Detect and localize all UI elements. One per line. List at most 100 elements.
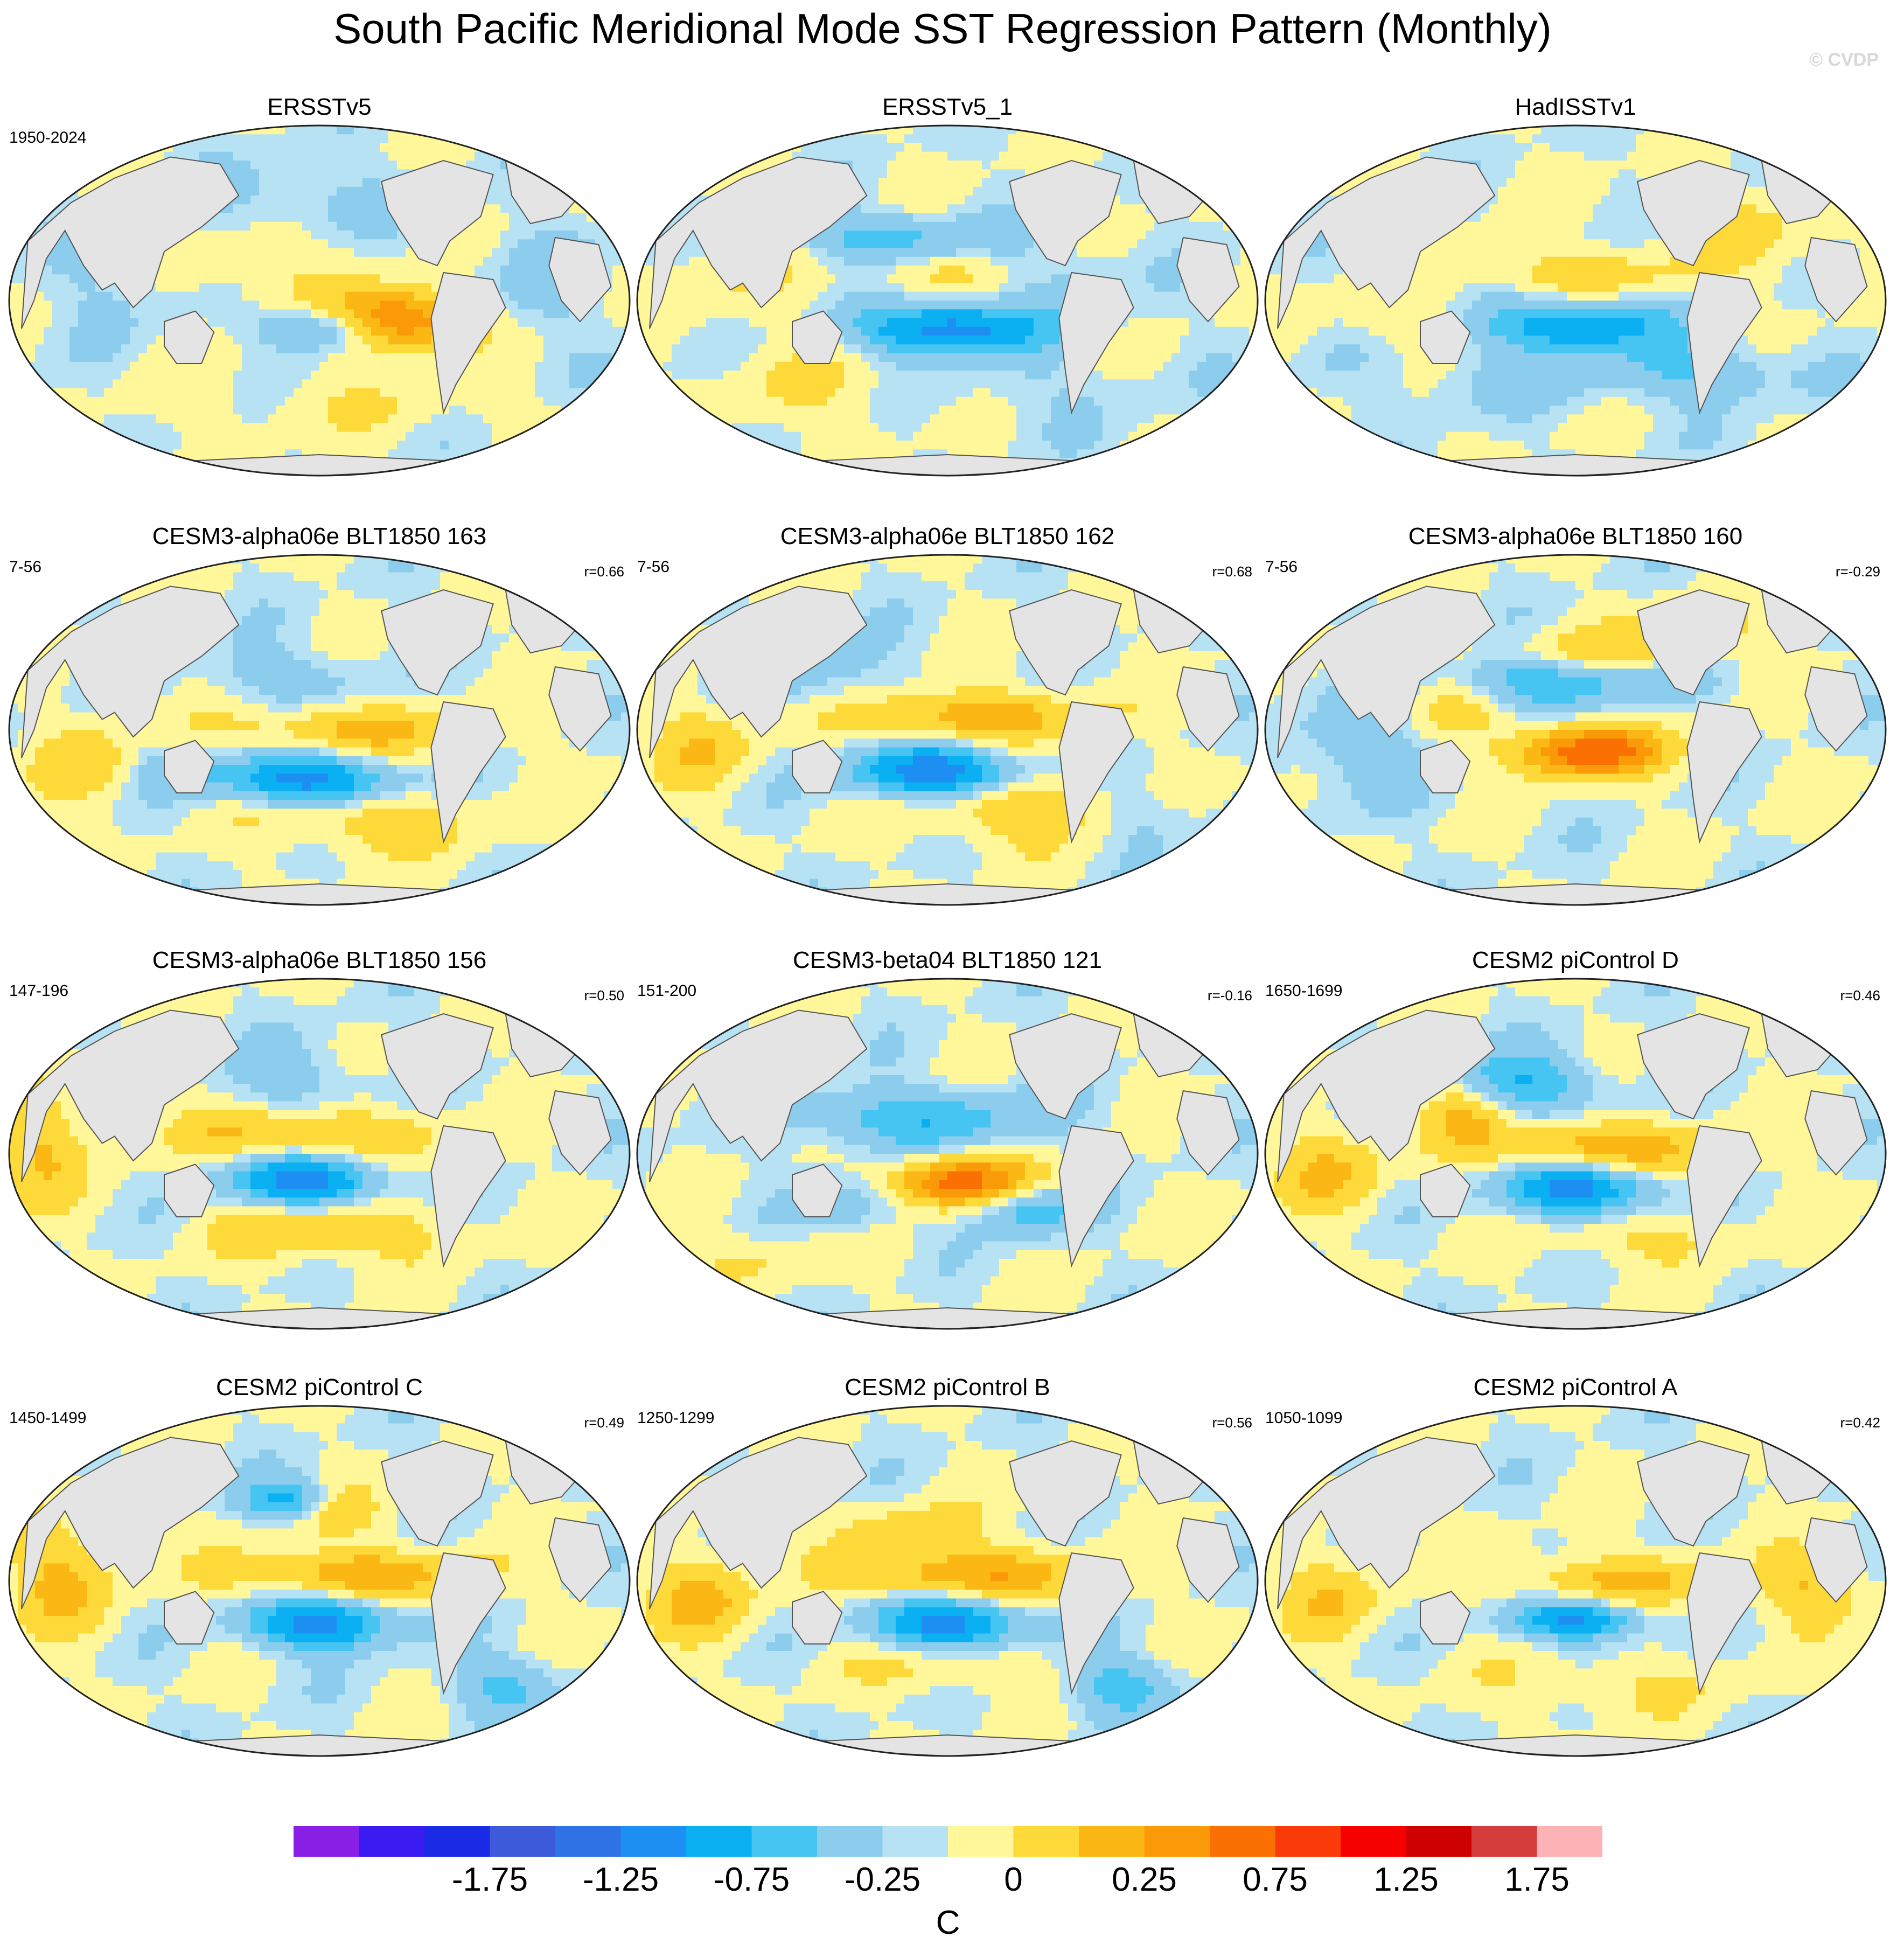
- sst-cell: [861, 309, 870, 319]
- sst-cell: [999, 441, 1008, 450]
- sst-cell: [621, 248, 630, 257]
- sst-cell: [844, 388, 853, 398]
- sst-cell: [741, 406, 750, 415]
- sst-cell: [604, 336, 613, 345]
- sst-cell: [784, 423, 793, 433]
- sst-cell: [870, 353, 879, 363]
- sst-cell: [1025, 449, 1034, 459]
- sst-cell: [604, 423, 613, 433]
- sst-cell: [595, 126, 604, 135]
- sst-cell: [913, 283, 922, 292]
- sst-cell: [637, 431, 646, 441]
- sst-cell: [500, 283, 510, 292]
- sst-cell: [268, 248, 277, 257]
- sst-cell: [561, 344, 570, 354]
- sst-cell: [698, 466, 707, 476]
- sst-cell: [380, 239, 389, 249]
- sst-cell: [371, 406, 380, 415]
- sst-cell: [775, 134, 784, 144]
- sst-cell: [741, 134, 750, 144]
- sst-cell: [561, 231, 570, 240]
- sst-cell: [268, 204, 277, 214]
- sst-cell: [380, 248, 389, 257]
- sst-cell: [991, 143, 1000, 152]
- sst-cell: [9, 213, 18, 222]
- sst-cell: [69, 336, 79, 345]
- sst-cell: [1008, 388, 1017, 398]
- sst-cell: [380, 414, 389, 424]
- sst-cell: [345, 414, 354, 424]
- sst-cell: [689, 336, 698, 345]
- sst-cell: [775, 406, 784, 415]
- sst-cell: [887, 169, 896, 179]
- sst-cell: [337, 309, 346, 319]
- sst-cell: [732, 344, 741, 354]
- sst-cell: [121, 441, 130, 450]
- sst-cell: [561, 336, 570, 345]
- sst-cell: [61, 239, 70, 249]
- sst-cell: [672, 301, 681, 310]
- sst-cell: [587, 371, 596, 380]
- sst-cell: [354, 396, 363, 406]
- sst-cell: [654, 406, 664, 415]
- sst-cell: [526, 256, 535, 266]
- sst-cell: [904, 396, 913, 406]
- sst-cell: [78, 161, 87, 170]
- sst-cell: [818, 361, 827, 371]
- sst-cell: [250, 396, 260, 406]
- sst-cell: [233, 221, 242, 231]
- sst-cell: [1059, 441, 1069, 450]
- sst-cell: [861, 449, 870, 459]
- sst-cell: [663, 318, 672, 328]
- sst-cell: [466, 248, 475, 257]
- sst-cell: [587, 134, 596, 144]
- sst-cell: [371, 283, 380, 292]
- sst-cell: [233, 248, 242, 257]
- sst-cell: [646, 204, 655, 214]
- sst-cell: [1025, 318, 1034, 328]
- sst-cell: [766, 344, 776, 354]
- sst-cell: [457, 458, 466, 468]
- sst-cell: [904, 186, 913, 196]
- sst-cell: [956, 178, 965, 187]
- sst-cell: [543, 221, 553, 231]
- sst-cell: [233, 414, 242, 424]
- sst-cell: [878, 344, 888, 354]
- sst-cell: [853, 353, 862, 363]
- sst-cell: [732, 431, 741, 441]
- sst-cell: [561, 361, 570, 371]
- sst-cell: [431, 126, 441, 135]
- sst-cell: [878, 326, 888, 336]
- sst-cell: [526, 449, 535, 459]
- sst-cell: [44, 309, 53, 319]
- sst-cell: [294, 431, 303, 441]
- sst-cell: [853, 441, 862, 450]
- sst-cell: [302, 318, 311, 328]
- sst-cell: [233, 406, 242, 415]
- sst-cell: [680, 143, 689, 152]
- sst-cell: [26, 196, 36, 205]
- sst-cell: [947, 318, 957, 328]
- sst-cell: [156, 283, 165, 292]
- sst-cell: [1042, 406, 1051, 415]
- sst-cell: [991, 169, 1000, 179]
- sst-cell: [973, 256, 982, 266]
- sst-cell: [587, 353, 596, 363]
- sst-cell: [285, 143, 294, 152]
- sst-cell: [182, 126, 191, 135]
- sst-cell: [388, 266, 397, 275]
- sst-cell: [922, 231, 931, 240]
- sst-cell: [276, 396, 285, 406]
- sst-cell: [792, 466, 801, 476]
- sst-cell: [604, 143, 613, 152]
- sst-cell: [715, 283, 724, 292]
- sst-cell: [844, 256, 853, 266]
- sst-cell: [423, 309, 432, 319]
- sst-cell: [61, 388, 70, 398]
- sst-cell: [345, 231, 354, 240]
- sst-cell: [95, 318, 104, 328]
- sst-cell: [242, 169, 251, 179]
- sst-cell: [646, 466, 655, 476]
- sst-cell: [294, 143, 303, 152]
- sst-cell: [930, 178, 939, 187]
